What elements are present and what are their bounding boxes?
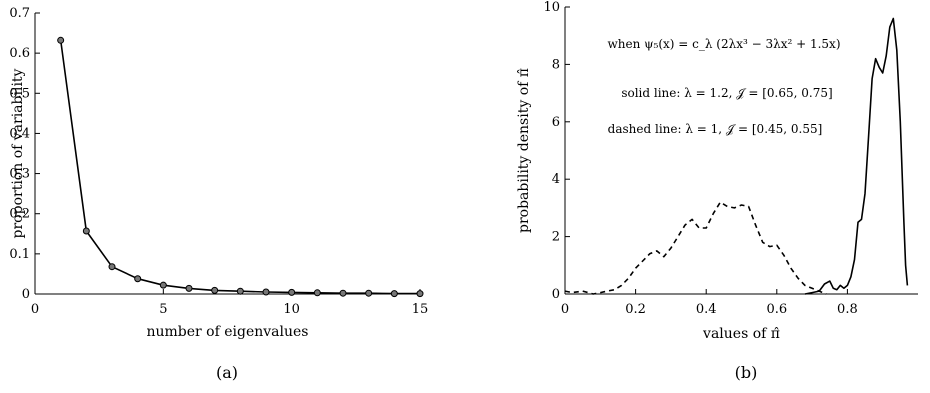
data-point [236, 287, 244, 295]
data-point [262, 288, 270, 296]
y-tick-label: 0.2 [9, 207, 30, 222]
x-tick-label: 0.2 [625, 302, 646, 317]
data-point [365, 289, 373, 297]
data-point [288, 288, 296, 296]
data-point [57, 36, 65, 44]
data-point [159, 281, 167, 289]
y-axis-label: probability density of π̂ [516, 68, 532, 233]
panel-label: (b) [735, 363, 758, 382]
y-tick-label: 6 [552, 115, 560, 130]
y-tick-label: 0.1 [9, 247, 30, 262]
solid-series-line [59, 40, 420, 295]
data-point [313, 289, 321, 297]
x-tick-label: 0 [561, 302, 569, 317]
y-tick-label: 0.7 [9, 6, 30, 21]
y-tick-label: 4 [552, 172, 560, 187]
annotation-2: solid line: λ = 1.2, 𝒥 = [0.65, 0.75] [621, 86, 832, 100]
data-point [108, 263, 116, 271]
y-axis-label: proportion of variability [10, 68, 26, 238]
y-tick-label: 0.3 [9, 167, 30, 182]
data-point [416, 290, 424, 298]
x-tick-label: 0.4 [696, 302, 717, 317]
data-point [82, 227, 90, 235]
dashed-series-line [564, 201, 827, 295]
x-tick-label: 5 [159, 302, 167, 317]
x-tick-label: 15 [412, 302, 429, 317]
y-tick-label: 8 [552, 57, 560, 72]
y-tick-label: 0 [552, 287, 560, 302]
x-axis-label: values of π̂ [702, 326, 780, 342]
y-tick-label: 0.4 [9, 126, 30, 141]
data-point [211, 286, 219, 294]
x-tick-label: 0.6 [766, 302, 787, 317]
panel-label: (a) [216, 363, 238, 382]
y-tick-label: 2 [552, 230, 560, 245]
y-tick-label: 10 [543, 0, 560, 15]
data-point [339, 289, 347, 297]
annotation-3: dashed line: λ = 1, 𝒥 = [0.45, 0.55] [608, 122, 823, 136]
x-tick-label: 10 [283, 302, 300, 317]
panel-a: 0 5 10 15 0 0.1 0.2 0.3 0.4 0.5 0.6 0.7 number of ei… [9, 6, 428, 382]
y-tick-label: 0.6 [9, 46, 30, 61]
panel-b: 0 0.2 0.4 0.6 0.8 0 2 4 6 8 10 values of π̂ probabil… [516, 0, 918, 382]
data-point [390, 290, 398, 298]
x-tick-label: 0 [31, 302, 39, 317]
x-tick-label: 0.8 [837, 302, 858, 317]
data-point [185, 284, 193, 292]
x-axis-label: number of eigenvalues [146, 324, 308, 340]
y-tick-label: 0 [22, 287, 30, 302]
data-point [134, 275, 142, 283]
annotation-1: when ψ₅(x) = c_λ (2λx³ − 3λx² + 1.5x) [607, 37, 840, 51]
solid-series-line [804, 17, 909, 295]
y-tick-label: 0.5 [9, 86, 30, 101]
